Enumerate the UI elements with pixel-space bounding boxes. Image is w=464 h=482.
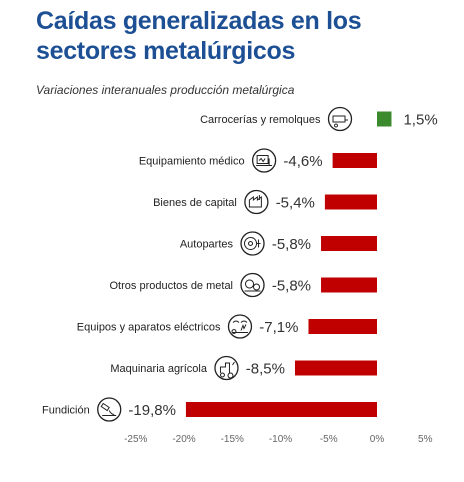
x-tick-label: -20% [172,434,195,445]
electrical-equipment-icon [227,314,253,339]
category-label: Fundición [42,405,90,417]
foundry-icon [97,397,122,422]
category-label: Equipos y aparatos eléctricos [77,322,221,334]
category-label: Equipamiento médico [139,156,245,168]
chart-subtitle: Variaciones interanuales producción meta… [36,83,295,97]
bar-row: -5,8% Otros productos de metal [110,272,377,298]
bar [321,236,377,251]
x-tick-label: -25% [124,434,147,445]
value-label: -4,6% [283,153,322,170]
x-tick-label: 0% [370,434,385,445]
medical-equipment-icon [251,148,277,173]
agricultural-machinery-icon [214,355,239,381]
bar-row: -19,8% Fundición [42,397,377,422]
bar [294,360,377,376]
bar [185,402,377,417]
x-tick-label: -15% [221,434,244,445]
value-label: 1,5% [403,112,437,129]
metal-products-icon [240,272,265,298]
value-label: -5,8% [272,236,311,253]
value-label: -5,8% [272,278,311,295]
value-label: -8,5% [246,361,285,378]
bar-row: 1,5% Carrocerías y remolques [200,106,438,132]
x-tick-label: -10% [269,434,292,445]
category-label: Maquinaria agrícola [110,363,207,375]
bar [332,153,377,168]
category-label: Carrocerías y remolques [200,114,321,126]
bar-row: -5,8% Autopartes [180,231,377,256]
bar-row: -5,4% Bienes de capital [153,189,377,215]
bar [324,194,377,210]
auto-parts-icon [240,231,265,256]
value-label: -7,1% [259,319,298,336]
value-label: -19,8% [128,402,176,419]
chart-title: Caídas generalizadas en los sectores met… [36,7,362,65]
bar [321,277,377,293]
category-label: Otros productos de metal [110,280,234,292]
category-label: Autopartes [180,239,234,251]
x-tick-label: -5% [320,434,338,445]
bar-row: -4,6% Equipamiento médico [139,148,377,173]
x-tick-label: 5% [418,434,433,445]
bar [377,111,392,127]
bar [308,319,377,334]
value-label: -5,4% [276,195,315,212]
bar-row: -7,1% Equipos y aparatos eléctricos [77,314,377,339]
category-label: Bienes de capital [153,197,237,209]
trailer-icon [327,106,353,132]
bar-row: -8,5% Maquinaria agrícola [110,355,377,381]
capital-goods-icon [244,189,269,215]
